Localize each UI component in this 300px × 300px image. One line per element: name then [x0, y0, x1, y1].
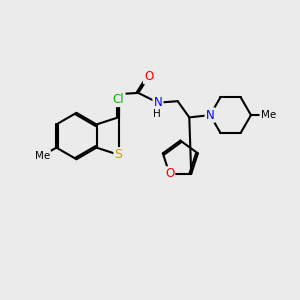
Text: Me: Me [261, 110, 276, 120]
Text: Me: Me [34, 151, 50, 161]
Text: O: O [144, 70, 153, 83]
Text: N: N [154, 96, 162, 109]
Text: S: S [115, 148, 123, 161]
Text: O: O [165, 167, 174, 180]
Text: Cl: Cl [113, 93, 124, 106]
Text: H: H [153, 109, 160, 119]
Text: N: N [206, 109, 214, 122]
